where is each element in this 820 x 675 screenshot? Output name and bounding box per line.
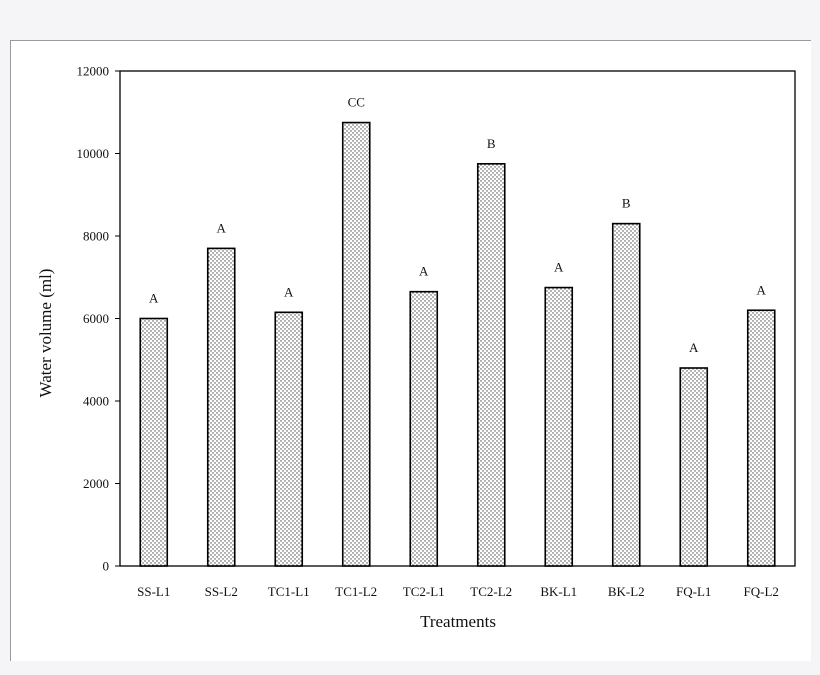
bars: A A A CC A B A B A A	[139, 95, 776, 567]
bar	[409, 290, 439, 567]
x-tick-label: TC1-L2	[335, 584, 377, 599]
bar	[206, 247, 236, 567]
x-axis-title: Treatments	[420, 612, 496, 631]
significance-label: A	[419, 264, 429, 279]
y-tick-label: 10000	[77, 146, 110, 161]
significance-label: A	[149, 291, 159, 306]
y-tick-label: 4000	[83, 394, 109, 409]
y-tick-label: 12000	[77, 64, 110, 79]
y-tick-label: 6000	[83, 311, 109, 326]
significance-label: B	[622, 196, 631, 211]
x-tick-label: TC1-L1	[268, 584, 310, 599]
y-axis-title: Water volume (ml)	[36, 269, 55, 398]
x-tick-label: BK-L1	[540, 584, 577, 599]
x-tick-label: SS-L2	[205, 584, 238, 599]
y-axis: 0 2000 4000 6000 8000 10000 12000	[77, 64, 120, 574]
x-tick-label: BK-L2	[608, 584, 645, 599]
significance-label: A	[554, 260, 564, 275]
x-tick-label: FQ-L2	[744, 584, 779, 599]
bar	[544, 286, 574, 567]
x-tick-label: FQ-L1	[676, 584, 711, 599]
x-tick-label: TC2-L2	[470, 584, 512, 599]
significance-label: A	[284, 284, 294, 299]
significance-label: A	[217, 220, 227, 235]
significance-label: A	[689, 340, 699, 355]
x-tick-label: SS-L1	[137, 584, 170, 599]
bar	[679, 367, 709, 567]
significance-label: A	[757, 282, 767, 297]
y-tick-label: 0	[103, 559, 110, 574]
bar	[611, 222, 641, 567]
bar	[274, 311, 304, 567]
significance-label: B	[487, 136, 496, 151]
bar	[139, 317, 169, 567]
bar	[746, 309, 776, 567]
bar	[476, 163, 506, 567]
y-tick-label: 8000	[83, 229, 109, 244]
x-axis: SS-L1 SS-L2 TC1-L1 TC1-L2 TC2-L1 TC2-L2 BK-L1 B…	[137, 584, 779, 599]
bar	[341, 121, 371, 567]
y-tick-label: 2000	[83, 476, 109, 491]
significance-label: CC	[348, 95, 365, 110]
x-tick-label: TC2-L1	[403, 584, 445, 599]
